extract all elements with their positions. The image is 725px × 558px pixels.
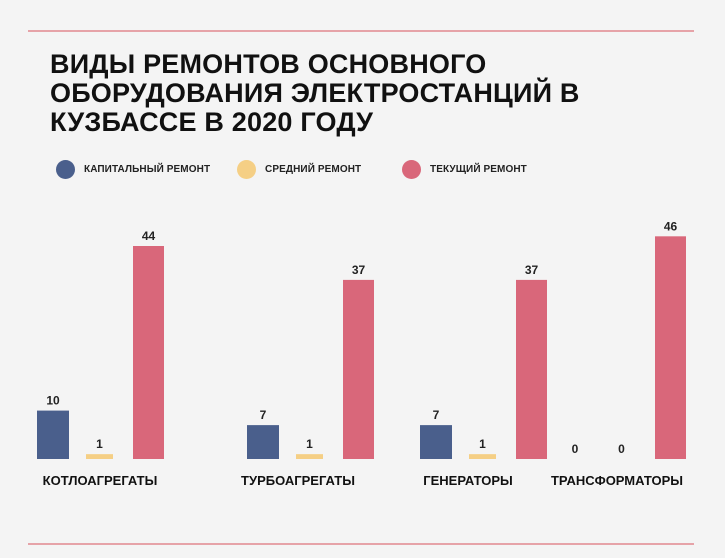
bar-capital bbox=[247, 425, 279, 459]
data-label: 0 bbox=[572, 442, 579, 456]
legend-swatch-medium bbox=[237, 160, 256, 179]
data-label: 7 bbox=[433, 408, 440, 422]
category-label: КОТЛОАГРЕГАТЫ bbox=[43, 473, 158, 488]
data-label: 1 bbox=[96, 437, 103, 451]
data-label: 10 bbox=[46, 394, 60, 408]
data-label: 1 bbox=[479, 437, 486, 451]
data-label: 37 bbox=[352, 263, 366, 277]
bar-current bbox=[655, 236, 686, 459]
bar-current bbox=[133, 246, 164, 459]
legend-label-current: ТЕКУЩИЙ РЕМОНТ bbox=[430, 164, 527, 175]
legend-label-capital: КАПИТАЛЬНЫЙ РЕМОНТ bbox=[84, 164, 211, 175]
legend-item-capital: КАПИТАЛЬНЫЙ РЕМОНТ bbox=[56, 160, 210, 179]
data-label: 44 bbox=[142, 229, 156, 243]
bar-current bbox=[516, 279, 547, 459]
bar-current bbox=[343, 279, 374, 459]
bar-capital bbox=[420, 425, 452, 459]
category-label: ТРАНСФОРМАТОРЫ bbox=[551, 473, 683, 488]
data-label: 37 bbox=[525, 263, 539, 277]
chart-title-line-2: ОБОРУДОВАНИЯ ЭЛЕКТРОСТАНЦИЙ В bbox=[50, 78, 580, 108]
legend-swatch-current bbox=[402, 160, 421, 179]
chart-title-line-1: ВИДЫ РЕМОНТОВ ОСНОВНОГО bbox=[50, 49, 487, 79]
category-label: ТУРБОАГРЕГАТЫ bbox=[241, 473, 355, 488]
top-divider bbox=[28, 30, 694, 32]
bottom-divider bbox=[28, 543, 694, 545]
data-label: 46 bbox=[664, 219, 678, 233]
bar-medium bbox=[469, 454, 496, 459]
data-label: 0 bbox=[618, 442, 625, 456]
bar-group: 10 1 44 КОТЛОАГРЕГАТЫ bbox=[37, 229, 164, 488]
legend-item-medium: СРЕДНИЙ РЕМОНТ bbox=[237, 160, 361, 179]
data-label: 7 bbox=[260, 408, 267, 422]
category-label: ГЕНЕРАТОРЫ bbox=[423, 473, 513, 488]
chart-title-line-3: КУЗБАССЕ В 2020 ГОДУ bbox=[50, 107, 374, 137]
bar-group: 0 0 46 ТРАНСФОРМАТОРЫ bbox=[551, 219, 686, 488]
bar-medium bbox=[86, 454, 113, 459]
bar-medium bbox=[296, 454, 323, 459]
chart-title: ВИДЫ РЕМОНТОВ ОСНОВНОГО ОБОРУДОВАНИЯ ЭЛЕ… bbox=[50, 50, 690, 137]
bar-group: 7 1 37 ТУРБОАГРЕГАТЫ bbox=[241, 263, 374, 488]
legend-item-current: ТЕКУЩИЙ РЕМОНТ bbox=[402, 160, 527, 179]
legend-label-medium: СРЕДНИЙ РЕМОНТ bbox=[265, 164, 362, 175]
bar-group: 7 1 37 ГЕНЕРАТОРЫ bbox=[420, 263, 547, 488]
data-label: 1 bbox=[306, 437, 313, 451]
bar-capital bbox=[37, 410, 69, 459]
legend-swatch-capital bbox=[56, 160, 75, 179]
